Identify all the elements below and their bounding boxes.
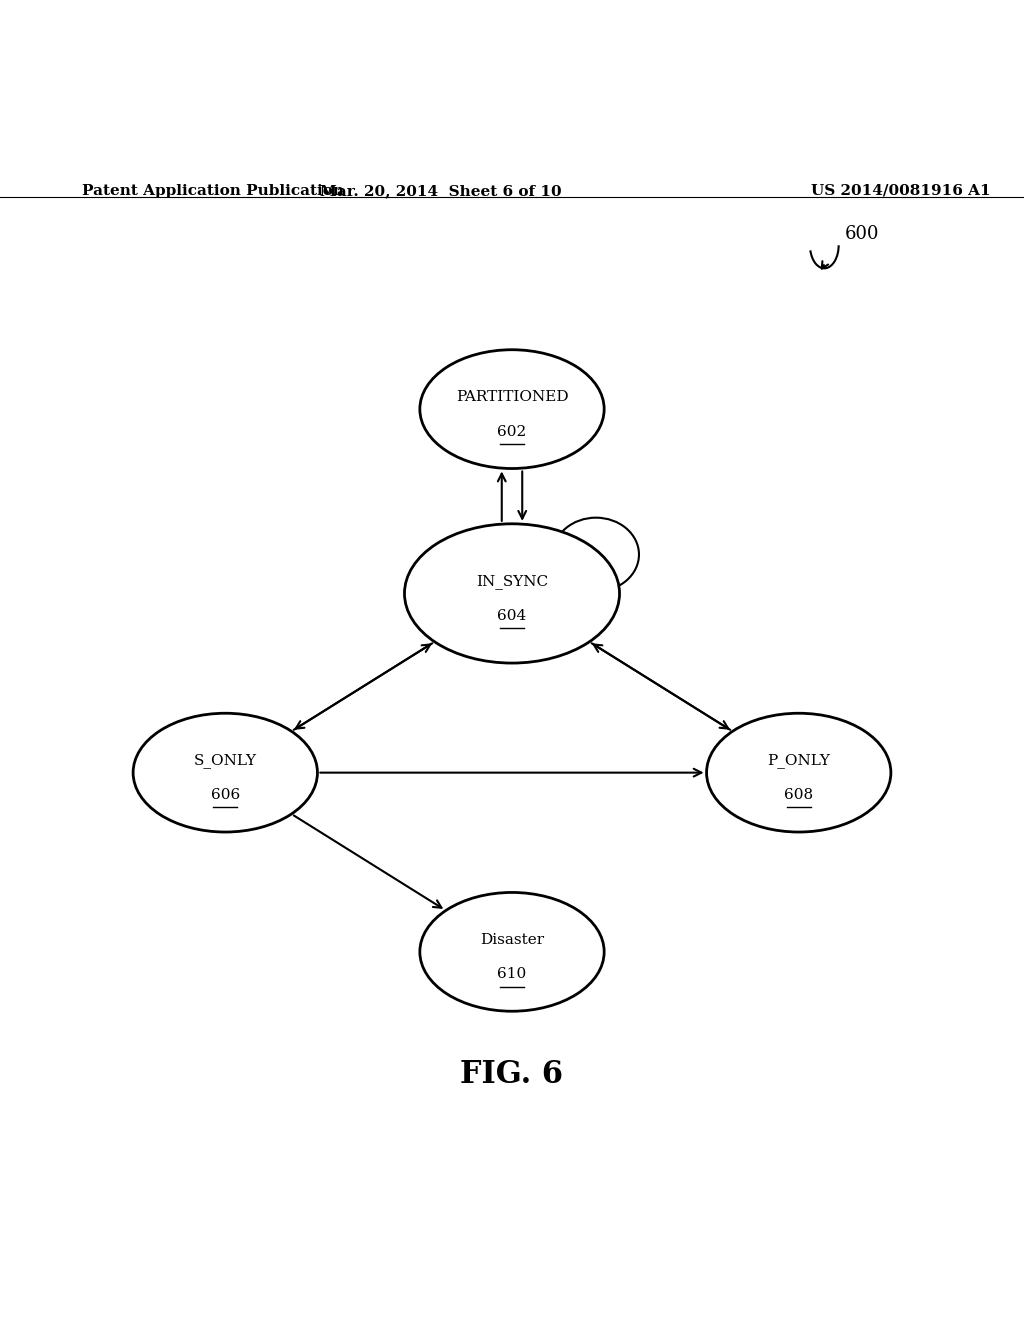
Text: 602: 602 (498, 425, 526, 438)
Ellipse shape (707, 713, 891, 832)
Text: IN_SYNC: IN_SYNC (476, 574, 548, 589)
Text: P_ONLY: P_ONLY (767, 752, 830, 768)
Text: S_ONLY: S_ONLY (194, 752, 257, 768)
Text: 610: 610 (498, 968, 526, 981)
Text: Mar. 20, 2014  Sheet 6 of 10: Mar. 20, 2014 Sheet 6 of 10 (319, 183, 561, 198)
Text: 604: 604 (498, 609, 526, 623)
Ellipse shape (420, 892, 604, 1011)
Text: FIG. 6: FIG. 6 (461, 1059, 563, 1090)
Text: Disaster: Disaster (480, 932, 544, 946)
Text: Patent Application Publication: Patent Application Publication (82, 183, 344, 198)
Text: 600: 600 (845, 224, 880, 243)
Text: PARTITIONED: PARTITIONED (456, 389, 568, 404)
Text: 608: 608 (784, 788, 813, 803)
Text: US 2014/0081916 A1: US 2014/0081916 A1 (811, 183, 991, 198)
Ellipse shape (420, 350, 604, 469)
Ellipse shape (404, 524, 620, 663)
Text: 606: 606 (211, 788, 240, 803)
Ellipse shape (133, 713, 317, 832)
